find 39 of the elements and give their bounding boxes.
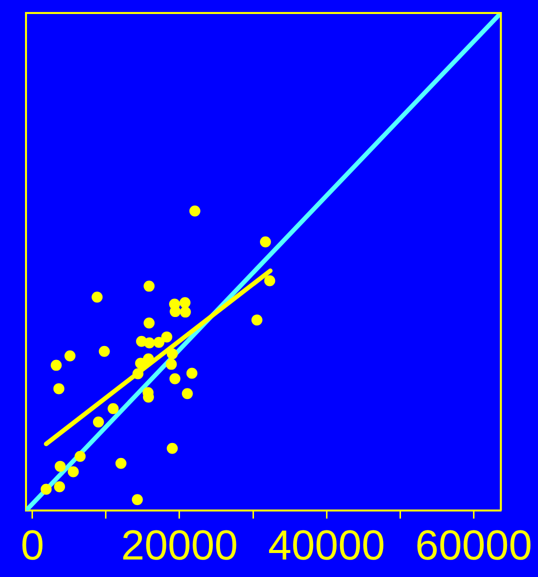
point xyxy=(144,337,155,348)
point xyxy=(54,460,66,472)
point xyxy=(144,318,155,329)
point xyxy=(170,306,181,318)
point xyxy=(135,358,146,369)
point xyxy=(54,481,66,492)
x-tick-label: 40000 xyxy=(268,521,385,568)
point xyxy=(166,348,178,360)
point xyxy=(64,350,76,362)
point xyxy=(260,236,271,248)
point xyxy=(92,416,104,428)
point xyxy=(180,297,190,308)
point xyxy=(251,314,262,326)
point xyxy=(108,403,119,414)
point xyxy=(142,353,154,364)
point xyxy=(92,292,103,303)
point xyxy=(169,373,180,384)
x-tick-label: 20000 xyxy=(121,521,238,568)
point xyxy=(144,280,155,292)
point xyxy=(115,458,126,469)
point xyxy=(132,494,143,506)
point xyxy=(50,360,62,371)
point xyxy=(53,383,64,394)
point xyxy=(68,466,79,478)
point xyxy=(180,306,191,318)
point xyxy=(40,484,52,495)
point xyxy=(182,388,193,400)
point xyxy=(153,336,164,348)
point xyxy=(74,450,86,462)
x-tick-label: 0 xyxy=(20,521,44,568)
point xyxy=(161,331,172,342)
point xyxy=(186,368,198,379)
point xyxy=(189,206,200,217)
point xyxy=(98,346,110,357)
x-tick-label: 60000 xyxy=(415,521,532,568)
point xyxy=(166,442,178,454)
point xyxy=(132,368,144,380)
point xyxy=(264,275,276,286)
point xyxy=(166,358,177,370)
